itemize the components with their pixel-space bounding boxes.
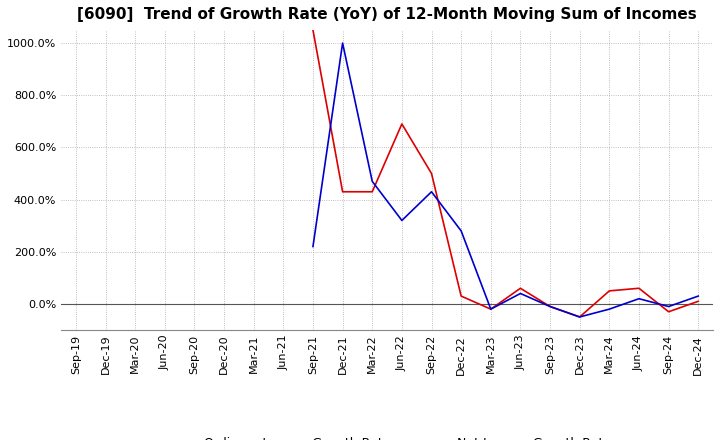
Ordinary Income Growth Rate [516,291,525,296]
Ordinary Income Growth Rate [368,179,377,184]
Ordinary Income Growth Rate [634,296,643,301]
Net Income Growth Rate [338,189,347,194]
Legend: Ordinary Income Growth Rate, Net Income Growth Rate: Ordinary Income Growth Rate, Net Income … [158,432,616,440]
Title: [6090]  Trend of Growth Rate (YoY) of 12-Month Moving Sum of Incomes: [6090] Trend of Growth Rate (YoY) of 12-… [77,7,697,22]
Net Income Growth Rate [516,286,525,291]
Net Income Growth Rate [575,314,584,319]
Ordinary Income Growth Rate [605,307,613,312]
Net Income Growth Rate [427,171,436,176]
Ordinary Income Growth Rate [397,218,406,223]
Net Income Growth Rate [665,309,673,315]
Net Income Growth Rate [487,307,495,312]
Ordinary Income Growth Rate [665,304,673,309]
Net Income Growth Rate [368,189,377,194]
Ordinary Income Growth Rate [309,244,318,249]
Ordinary Income Growth Rate [575,314,584,319]
Net Income Growth Rate [397,121,406,127]
Net Income Growth Rate [634,286,643,291]
Net Income Growth Rate [456,293,465,299]
Ordinary Income Growth Rate [487,307,495,312]
Line: Ordinary Income Growth Rate: Ordinary Income Growth Rate [313,43,698,317]
Line: Net Income Growth Rate: Net Income Growth Rate [313,30,698,317]
Net Income Growth Rate [605,288,613,293]
Ordinary Income Growth Rate [427,189,436,194]
Net Income Growth Rate [309,27,318,33]
Net Income Growth Rate [694,299,703,304]
Ordinary Income Growth Rate [338,40,347,46]
Ordinary Income Growth Rate [546,304,554,309]
Ordinary Income Growth Rate [694,293,703,299]
Ordinary Income Growth Rate [456,228,465,234]
Net Income Growth Rate [546,304,554,309]
